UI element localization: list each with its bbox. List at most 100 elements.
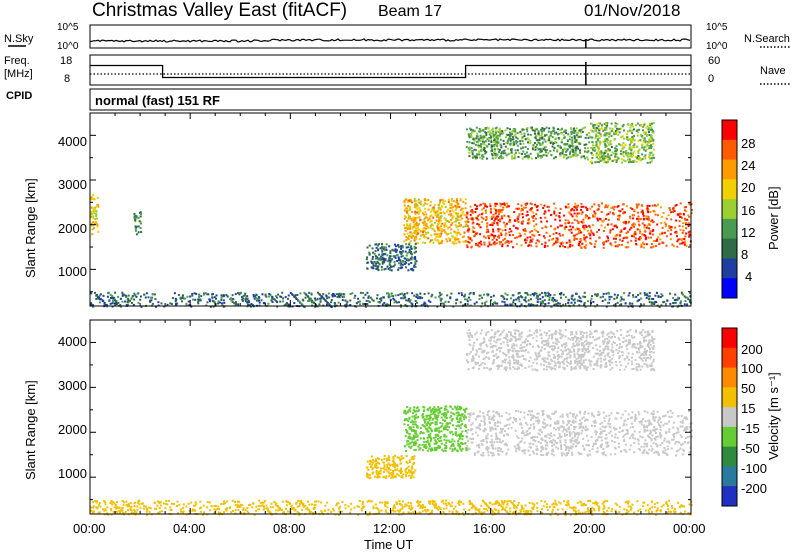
velocity-cell [483, 427, 486, 430]
power-cell [455, 302, 458, 305]
velocity-cell [573, 440, 576, 443]
velocity-cell [689, 446, 692, 449]
power-cell [394, 245, 397, 248]
velocity-cell [419, 427, 422, 430]
power-cell [400, 305, 403, 308]
power-cell [591, 295, 593, 298]
power-cell [657, 295, 660, 298]
velocity-cell [606, 442, 609, 445]
velocity-cell [488, 421, 491, 424]
power-cell [526, 236, 529, 239]
velocity-cell [571, 436, 574, 439]
velocity-cell [681, 422, 684, 424]
power-cell [490, 132, 493, 135]
power-cell [587, 216, 590, 219]
power-cell [624, 160, 627, 162]
velocity-cell [662, 415, 665, 418]
velocity-cell [487, 410, 490, 412]
power-cell [477, 150, 480, 153]
power-cell [526, 213, 529, 216]
power-cell [633, 209, 636, 212]
power-cell [414, 266, 417, 268]
power-cell [477, 215, 479, 218]
velocity-cell [485, 437, 488, 440]
power-cell [503, 301, 506, 304]
power-cell [622, 142, 625, 145]
power-cell [558, 302, 561, 305]
power-cell [364, 293, 367, 296]
power-cell [533, 234, 536, 237]
power-cell [472, 292, 475, 294]
power-cell [639, 292, 642, 295]
power-cell [674, 226, 677, 229]
velocity-cell [597, 413, 599, 416]
power-cell [499, 220, 502, 223]
power-cell [481, 296, 484, 299]
power-cell [498, 127, 501, 130]
power-cell [404, 226, 407, 229]
power-cell [418, 201, 421, 204]
power-cell [484, 151, 487, 154]
velocity-cell [439, 426, 442, 429]
power-cell [658, 306, 661, 308]
power-cell [489, 224, 492, 226]
velocity-cell [432, 408, 434, 410]
power-cell [559, 128, 562, 131]
power-cell [405, 207, 408, 210]
power-cell [689, 244, 692, 247]
velocity-cell [690, 429, 693, 432]
power-cell [636, 217, 638, 220]
power-cell [575, 147, 578, 150]
power-cell [359, 300, 361, 303]
power-cell [408, 251, 411, 254]
power-cell [444, 219, 447, 222]
power-cell [549, 294, 552, 297]
power-cell [594, 128, 597, 131]
power-cell [590, 231, 593, 234]
velocity-cell [616, 436, 619, 439]
velocity-cell [595, 431, 598, 434]
velocity-cell [621, 430, 624, 433]
power-cell [669, 233, 672, 236]
power-cell [430, 220, 433, 222]
power-cell [520, 133, 523, 136]
power-cell [423, 220, 426, 223]
power-cell [571, 144, 574, 147]
power-cell [507, 215, 510, 218]
power-cell [512, 246, 515, 249]
power-cell [229, 297, 232, 300]
power-cell [553, 140, 556, 143]
power-cell [231, 301, 234, 303]
velocity-cell [557, 437, 560, 440]
power-cell [127, 294, 130, 297]
power-cell [411, 232, 414, 235]
velocity-cell [483, 422, 486, 425]
power-cell [450, 213, 453, 216]
power-cell [446, 294, 449, 297]
power-cell [648, 301, 651, 304]
power-cell [687, 231, 690, 234]
power-cell [403, 200, 406, 202]
velocity-cell [686, 425, 689, 428]
power-cell [614, 241, 617, 244]
power-cell [640, 135, 643, 138]
power-cell [469, 237, 472, 240]
power-cell [670, 229, 673, 232]
power-cell [512, 301, 515, 304]
power-cell [431, 239, 434, 242]
power-cell [491, 157, 494, 160]
velocity-cell [492, 419, 495, 421]
power-cell [598, 129, 601, 132]
velocity-cell [679, 425, 682, 428]
power-cell [550, 225, 552, 228]
power-cell [573, 298, 576, 301]
power-cell [374, 257, 377, 260]
power-cell [622, 203, 625, 206]
power-cell [573, 239, 576, 241]
velocity-cell [646, 411, 649, 414]
power-cell [149, 299, 152, 302]
velocity-cell [461, 447, 464, 450]
velocity-cell [516, 435, 519, 438]
power-cell [439, 219, 442, 222]
power-cell [376, 244, 379, 247]
